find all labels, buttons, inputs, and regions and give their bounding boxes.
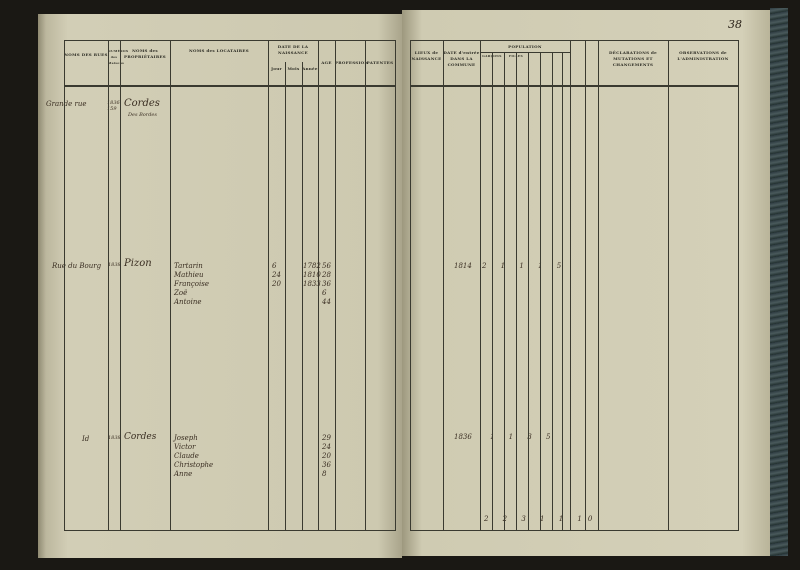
- entry-number: 1838: [108, 435, 121, 441]
- tenant-name: Zoë: [174, 289, 188, 297]
- right-page: [402, 10, 774, 556]
- birth-day: 24: [272, 271, 281, 279]
- rule-line: [64, 40, 396, 41]
- entry-population-count: 2 1 1 1 5: [482, 262, 568, 270]
- tenant-name: Anne: [174, 470, 193, 478]
- header-annee: Année: [302, 66, 318, 71]
- entry-owner-note: Des Bordes: [128, 112, 157, 118]
- tenant-name: Mathieu: [174, 271, 204, 279]
- header-numeros: NUMÉROS des Maisons: [108, 49, 129, 65]
- header-declarations: DÉCLARATIONS de MUTATIONS ET CHANGEMENTS: [609, 50, 657, 67]
- rule-line: [120, 40, 121, 530]
- rule-line: [480, 52, 570, 53]
- tenant-age: 56: [322, 262, 331, 270]
- tenant-name: Françoise: [174, 280, 209, 288]
- rule-line: [285, 62, 286, 530]
- rule-line: [64, 40, 65, 530]
- tenant-name: Antoine: [174, 298, 202, 306]
- rule-line: [668, 40, 669, 530]
- tenant-age: 28: [322, 271, 331, 279]
- birth-year: 1810: [303, 271, 321, 279]
- rule-line: [738, 40, 739, 530]
- page-number: 38: [728, 18, 742, 31]
- book-cover-edge: [770, 8, 788, 556]
- tenant-name: Tartarin: [174, 262, 203, 270]
- header-lieux: LIEUX de NAISSANCE: [411, 50, 442, 61]
- rule-line: [302, 62, 303, 530]
- rule-line: [585, 40, 586, 530]
- tenant-age: 8: [322, 470, 327, 478]
- rule-line: [268, 40, 269, 530]
- rule-line: [108, 40, 109, 530]
- birth-year: 1782: [303, 262, 321, 270]
- header-mois: Mois: [287, 66, 300, 71]
- header-entree: DATE d'entrée DANS LA COMMUNE: [443, 50, 480, 67]
- header-population: POPULATION: [508, 44, 542, 49]
- header-filles: FILLES: [504, 53, 528, 59]
- entry-number: 1838: [108, 262, 121, 268]
- tenant-age: 36: [322, 461, 331, 469]
- rule-line: [443, 40, 444, 530]
- rule-line: [64, 85, 396, 87]
- entry-number: 1836 159: [107, 100, 120, 112]
- entry-year: 1836: [454, 433, 472, 441]
- rule-line: [410, 85, 739, 87]
- rule-line: [570, 40, 571, 530]
- header-proprietaires: NOMS des PROPRIÉTAIRES: [124, 48, 166, 59]
- rule-line: [598, 40, 599, 530]
- header-profession: PROFESSION: [335, 60, 369, 65]
- birth-year: 1833: [303, 280, 321, 288]
- header-rues: NOMS DES RUES: [64, 52, 108, 57]
- entry-street: Id: [82, 435, 90, 443]
- tenant-name: Joseph: [174, 434, 198, 442]
- rule-line: [64, 530, 396, 531]
- rule-line: [516, 52, 517, 530]
- rule-line: [410, 40, 739, 41]
- header-age: AGE: [321, 60, 332, 65]
- entry-street: Rue du Bourg: [52, 262, 102, 270]
- rule-line: [318, 40, 319, 530]
- entry-street: Grande rue: [46, 100, 87, 108]
- population-totals: 2 2 3 1 1 10: [484, 515, 599, 523]
- tenant-name: Christophe: [174, 461, 214, 469]
- header-garcons: GARÇONS: [480, 53, 504, 59]
- tenant-age: 36: [322, 280, 331, 288]
- header-patentes: PATENTES: [366, 60, 394, 65]
- rule-line: [504, 52, 505, 530]
- birth-day: 20: [272, 280, 281, 288]
- entry-year: 1814: [454, 262, 472, 270]
- rule-line: [480, 40, 481, 530]
- rule-line: [552, 52, 553, 530]
- birth-day: 6: [272, 262, 277, 270]
- rule-line: [528, 52, 529, 530]
- rule-line: [395, 40, 396, 530]
- tenant-age: 24: [322, 443, 331, 451]
- tenant-name: Claude: [174, 452, 199, 460]
- left-page: [38, 14, 402, 558]
- header-observations: OBSERVATIONS de L'ADMINISTRATION: [677, 50, 729, 61]
- entry-population-count: 1 1 3 5: [490, 433, 557, 441]
- header-jour: Jour: [271, 66, 282, 71]
- rule-line: [170, 40, 171, 530]
- rule-line: [492, 52, 493, 530]
- tenant-age: 44: [322, 298, 331, 306]
- entry-owner: Cordes: [124, 432, 157, 442]
- rule-line: [335, 40, 336, 530]
- tenant-age: 20: [322, 452, 331, 460]
- tenant-age: 29: [322, 434, 331, 442]
- tenant-name: Victor: [174, 443, 196, 451]
- rule-line: [410, 530, 739, 531]
- header-date-naissance: DATE DE LA NAISSANCE: [277, 44, 309, 55]
- entry-owner: Pizon: [124, 258, 152, 269]
- rule-line: [562, 52, 563, 530]
- tenant-age: 6: [322, 289, 327, 297]
- header-locataires: NOMS des LOCATAIRES: [189, 48, 249, 53]
- rule-line: [540, 52, 541, 530]
- rule-line: [365, 40, 366, 530]
- rule-line: [410, 40, 411, 530]
- entry-owner: Cordes: [124, 98, 160, 109]
